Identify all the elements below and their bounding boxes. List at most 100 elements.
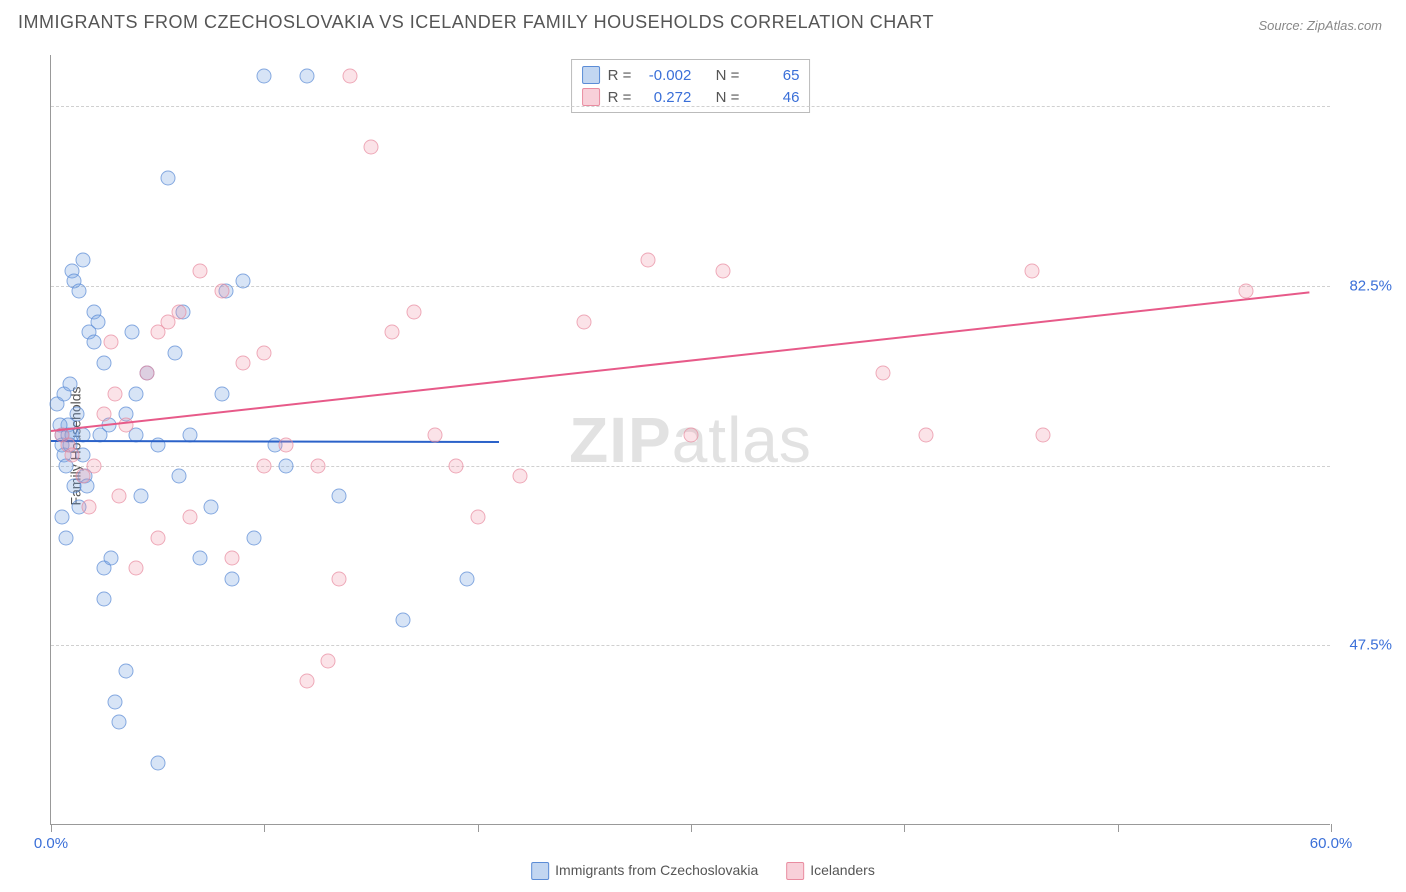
x-tick: [1118, 824, 1119, 832]
scatter-point: [716, 263, 731, 278]
scatter-point: [876, 366, 891, 381]
scatter-point: [246, 530, 261, 545]
scatter-point: [460, 571, 475, 586]
legend-label: Icelanders: [810, 862, 875, 878]
scatter-point: [236, 356, 251, 371]
scatter-point: [278, 438, 293, 453]
scatter-point: [1238, 284, 1253, 299]
scatter-point: [918, 427, 933, 442]
scatter-point: [225, 551, 240, 566]
scatter-point: [76, 253, 91, 268]
scatter-point: [97, 407, 112, 422]
legend-item: Icelanders: [786, 862, 875, 880]
scatter-point: [65, 448, 80, 463]
scatter-point: [470, 510, 485, 525]
scatter-point: [161, 171, 176, 186]
scatter-point: [257, 68, 272, 83]
plot-area: ZIPatlas R =-0.002 N =65R =0.272 N =46 4…: [50, 55, 1330, 825]
scatter-point: [449, 458, 464, 473]
scatter-point: [150, 530, 165, 545]
scatter-point: [684, 427, 699, 442]
scatter-point: [396, 612, 411, 627]
scatter-point: [63, 376, 78, 391]
scatter-point: [86, 458, 101, 473]
scatter-point: [300, 68, 315, 83]
x-tick-label: 60.0%: [1310, 835, 1353, 852]
scatter-point: [108, 386, 123, 401]
scatter-point: [577, 314, 592, 329]
scatter-point: [332, 571, 347, 586]
scatter-point: [69, 407, 84, 422]
n-label: N =: [716, 89, 740, 106]
scatter-point: [82, 499, 97, 514]
x-tick: [691, 824, 692, 832]
scatter-point: [641, 253, 656, 268]
scatter-point: [150, 756, 165, 771]
scatter-point: [86, 335, 101, 350]
chart-title: IMMIGRANTS FROM CZECHOSLOVAKIA VS ICELAN…: [18, 12, 934, 33]
gridline: [51, 466, 1330, 467]
bottom-legend: Immigrants from Czechoslovakia Icelanders: [531, 862, 875, 880]
n-label: N =: [716, 67, 740, 84]
scatter-point: [214, 386, 229, 401]
scatter-point: [257, 345, 272, 360]
y-tick-label: 47.5%: [1349, 637, 1392, 654]
x-tick: [1331, 824, 1332, 832]
legend-item: Immigrants from Czechoslovakia: [531, 862, 758, 880]
x-tick-label: 0.0%: [34, 835, 68, 852]
scatter-point: [133, 489, 148, 504]
legend-swatch: [531, 862, 549, 880]
scatter-point: [108, 694, 123, 709]
scatter-point: [54, 510, 69, 525]
scatter-point: [428, 427, 443, 442]
scatter-point: [406, 304, 421, 319]
n-value: 65: [747, 67, 799, 84]
legend-swatch: [582, 88, 600, 106]
scatter-point: [129, 386, 144, 401]
scatter-point: [172, 468, 187, 483]
scatter-point: [90, 314, 105, 329]
scatter-point: [321, 653, 336, 668]
scatter-point: [225, 571, 240, 586]
scatter-point: [310, 458, 325, 473]
scatter-point: [385, 325, 400, 340]
scatter-point: [118, 664, 133, 679]
y-tick-label: 82.5%: [1349, 278, 1392, 295]
scatter-point: [71, 284, 86, 299]
gridline: [51, 645, 1330, 646]
legend-stats-row: R = 0.272 N = 46: [582, 86, 800, 108]
scatter-point: [236, 273, 251, 288]
scatter-point: [118, 417, 133, 432]
legend-label: Immigrants from Czechoslovakia: [555, 862, 758, 878]
scatter-point: [97, 356, 112, 371]
scatter-point: [257, 458, 272, 473]
scatter-point: [58, 530, 73, 545]
scatter-point: [204, 499, 219, 514]
scatter-point: [513, 468, 528, 483]
gridline: [51, 106, 1330, 107]
scatter-point: [1036, 427, 1051, 442]
r-value: 0.272: [639, 89, 691, 106]
scatter-point: [125, 325, 140, 340]
scatter-point: [112, 489, 127, 504]
r-value: -0.002: [639, 67, 691, 84]
n-value: 46: [747, 89, 799, 106]
r-label: R =: [608, 89, 632, 106]
scatter-point: [278, 458, 293, 473]
legend-swatch: [582, 66, 600, 84]
x-tick: [904, 824, 905, 832]
scatter-point: [1025, 263, 1040, 278]
scatter-point: [193, 263, 208, 278]
legend-stats-row: R =-0.002 N =65: [582, 64, 800, 86]
scatter-point: [364, 140, 379, 155]
scatter-point: [182, 510, 197, 525]
scatter-point: [103, 551, 118, 566]
scatter-point: [140, 366, 155, 381]
scatter-point: [332, 489, 347, 504]
x-tick: [264, 824, 265, 832]
x-tick: [478, 824, 479, 832]
scatter-point: [193, 551, 208, 566]
scatter-point: [129, 561, 144, 576]
scatter-point: [167, 345, 182, 360]
x-tick: [51, 824, 52, 832]
